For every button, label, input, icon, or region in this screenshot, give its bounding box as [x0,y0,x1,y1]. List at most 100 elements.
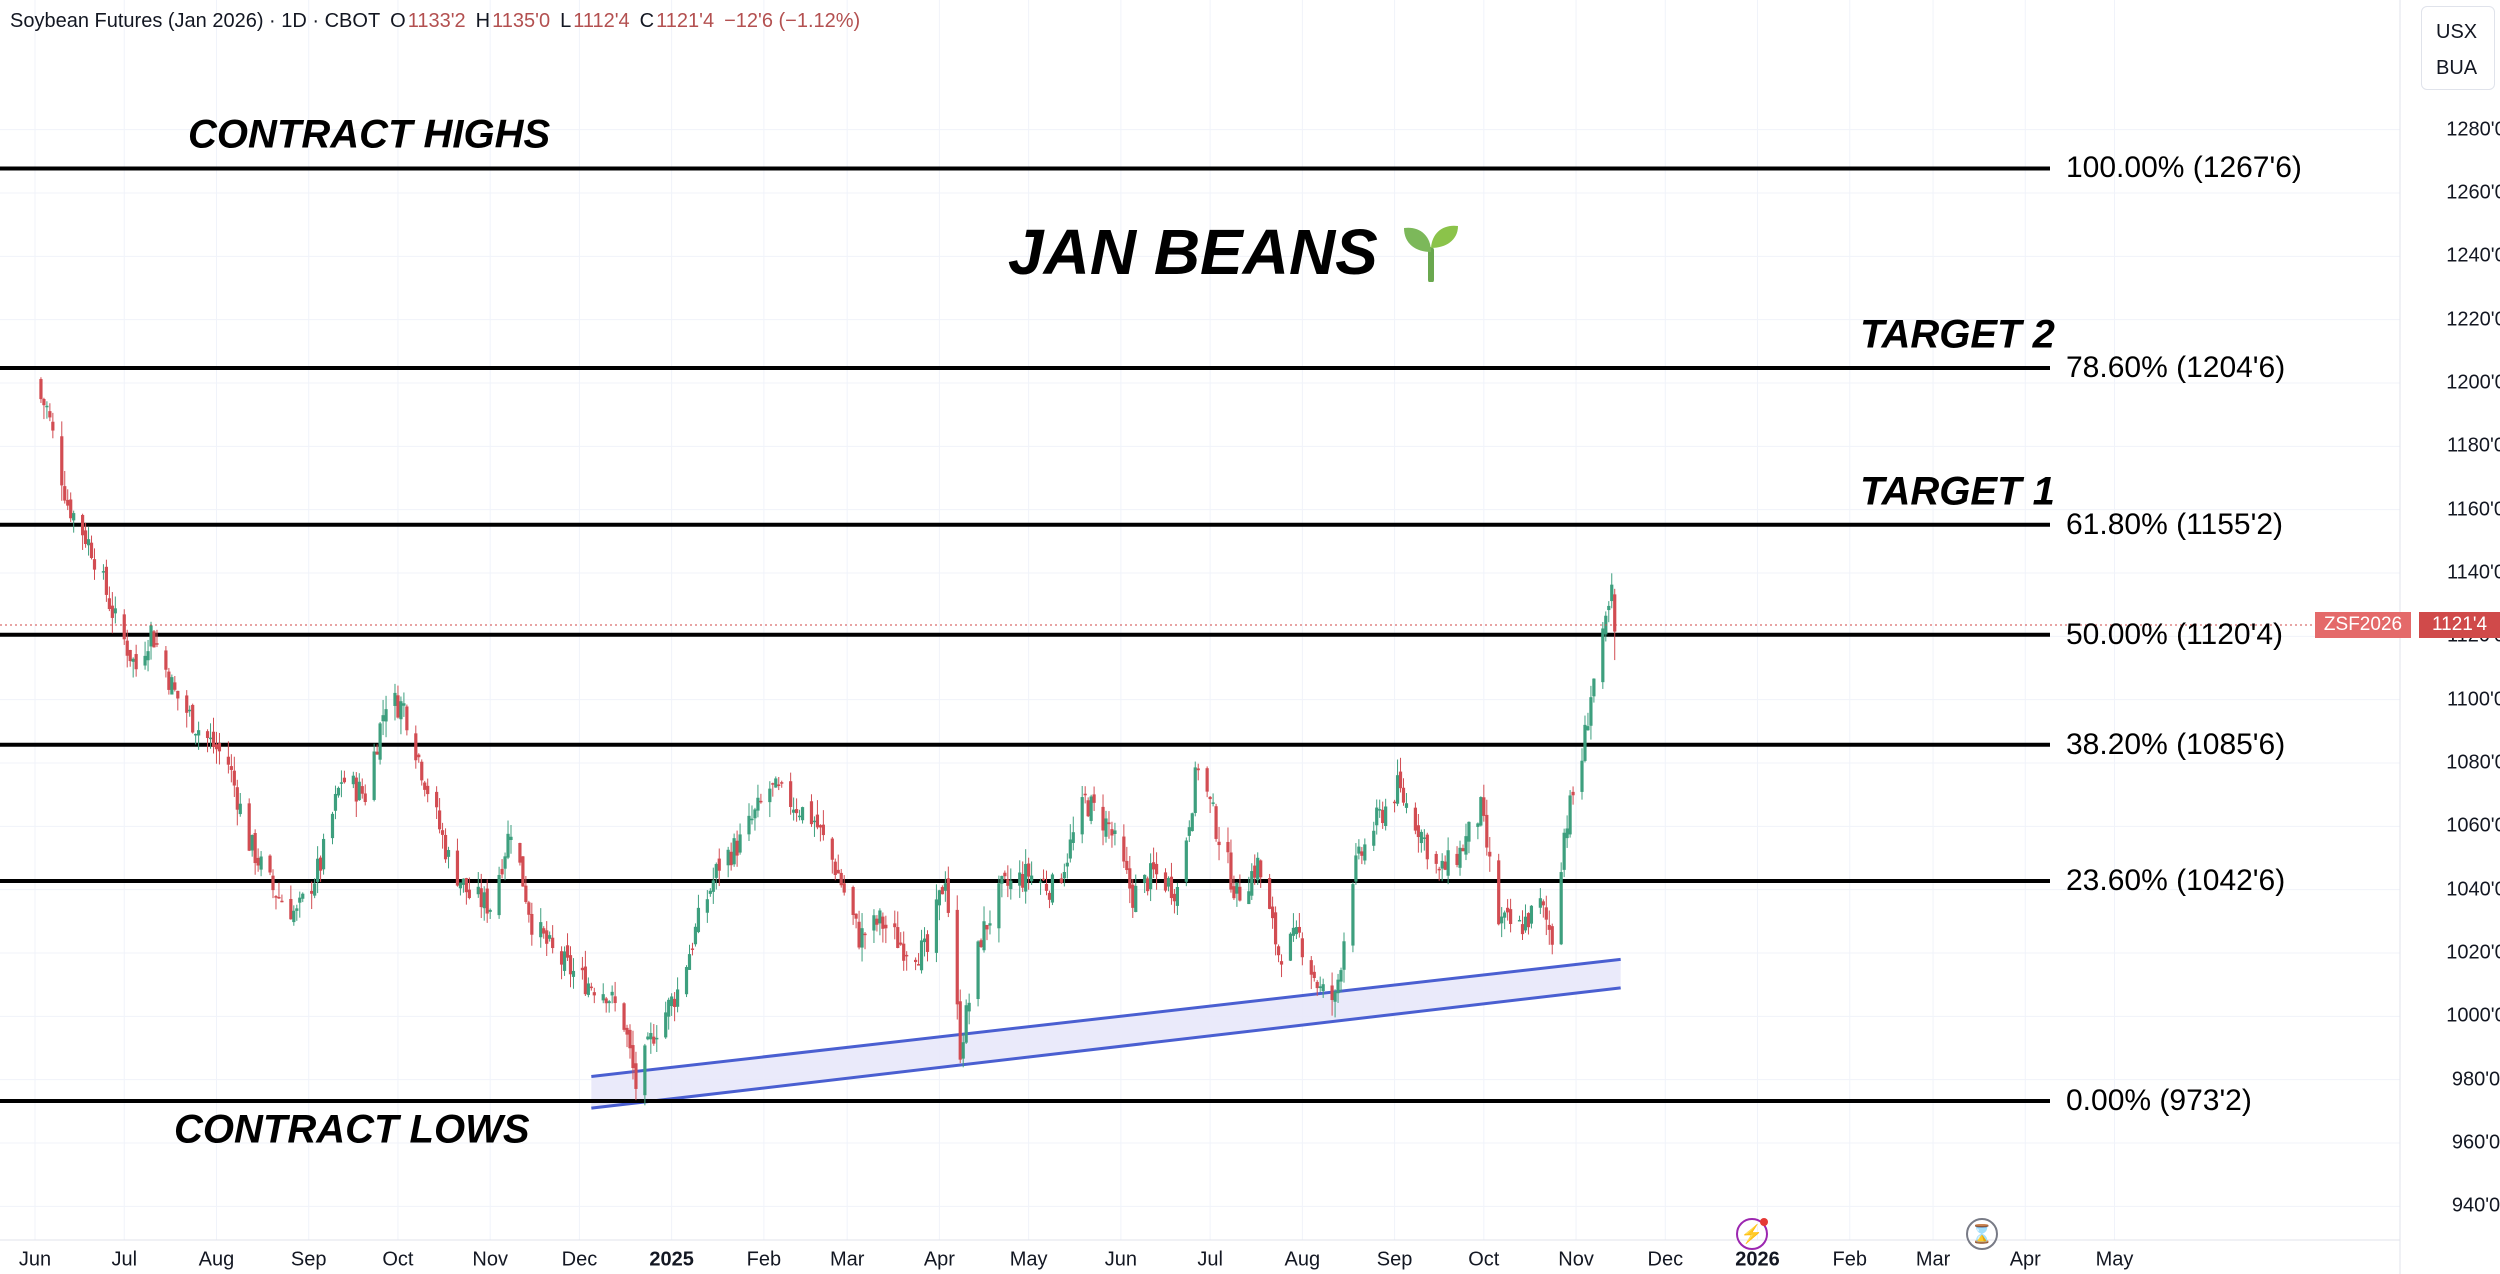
candle-body [1050,874,1055,903]
candle-body [693,926,698,945]
candle-body [280,900,284,903]
symbol-header[interactable]: Soybean Futures (Jan 2026) · 1D · CBOT O… [10,10,860,33]
time-tick-label: 2026 [1735,1248,1780,1271]
candle-body [485,888,489,914]
candle-body [771,783,775,785]
candle-body [1232,886,1236,899]
price-tick-label: 1100'0 [2447,688,2500,711]
seedling-icon [1403,225,1458,283]
fib-retracement[interactable] [0,166,2050,1104]
candle-body [152,631,156,648]
candle-body [1342,941,1346,970]
candle-body [562,951,567,971]
time-tick-label: May [2095,1248,2134,1271]
candle-body [610,991,614,996]
candle-body [851,887,855,915]
candle-body [1276,946,1281,956]
candle-body [589,986,593,989]
channel-lower-line[interactable] [591,986,1621,1110]
candle-body [1544,907,1548,920]
price-tick-label: 1080'0 [2446,751,2500,774]
last-price-tag: 1121'4 [2419,612,2500,638]
candle-body [1163,872,1168,891]
candle-body [455,850,460,886]
candle-body [1288,933,1293,961]
candle-body [509,836,513,841]
candle-body [914,959,918,963]
candle-body [1503,912,1507,918]
contract-lows-label[interactable]: CONTRACT LOWS [174,1107,530,1152]
candle-body [467,889,471,899]
candle-body [735,840,739,856]
time-tick-label: Oct [1468,1248,1500,1271]
candle-body [684,967,689,995]
candle-body [420,761,424,781]
candle-body [899,942,903,945]
time-tick-label: 2025 [649,1248,694,1271]
candle-body [946,878,950,913]
candle-body [1193,767,1197,814]
candle-body [708,890,712,894]
candle-body [753,809,757,819]
target1-label[interactable]: TARGET 1 [1860,469,2055,514]
candle-body [1607,605,1611,611]
contract-highs-label[interactable]: CONTRACT HIGHS [188,112,551,157]
candle-body [714,864,718,878]
time-tick-label: Jul [111,1248,138,1271]
candle-body [586,983,590,995]
candle-body [1110,829,1114,836]
candle-body [518,843,522,863]
time-tick-label: Nov [472,1248,508,1271]
candle-body [545,930,549,944]
trend-channel[interactable] [591,957,1621,1110]
candle-body [72,513,76,521]
candle-body [191,704,195,733]
candle-body [649,1032,653,1040]
candle-body [458,882,463,889]
candle-body [66,499,70,506]
hourglass-icon[interactable]: ⌛ [1966,1218,1998,1250]
candle-body [1089,796,1093,821]
ohlc-low: L 1112'4 [560,10,630,32]
candle-body [780,782,784,784]
candle-body [613,996,617,1004]
candle-body [134,654,138,670]
candle-body [792,809,796,813]
chart-title-annotation[interactable]: JAN BEANS [1008,215,1462,289]
candle-body [964,1005,968,1043]
candle-body [717,858,721,871]
candle-body [943,883,947,891]
candle-body [607,1001,611,1004]
candle-body [925,934,930,952]
candle-body [1434,853,1438,864]
candle-body [86,539,91,546]
candle-body [292,910,296,923]
lightning-icon[interactable]: ⚡ [1736,1218,1768,1250]
target2-label[interactable]: TARGET 2 [1860,312,2055,357]
price-tick-label: 1000'0 [2446,1004,2500,1027]
candle-body [881,916,885,929]
channel-upper-line[interactable] [591,957,1621,1078]
candle-body [414,733,418,761]
instrument-title[interactable]: Soybean Futures (Jan 2026) · 1D · CBOT [10,10,381,32]
candle-body [1113,830,1117,834]
candle-body [860,928,864,948]
candle-body [1562,832,1566,870]
currency-unit-selector[interactable]: USX BUA [2421,6,2495,90]
candle-body [622,1003,626,1030]
candle-body [107,598,111,610]
candle-body [1351,884,1355,946]
time-tick-label: Mar [829,1248,865,1271]
candle-body [809,801,814,825]
candle-body [1458,847,1462,868]
candle-body [1509,909,1513,925]
candle-body [774,778,778,788]
candle-body [1062,871,1066,879]
time-tick-label: Dec [1647,1248,1684,1271]
price-tick-label: 1040'0 [2446,878,2500,901]
candle-body [539,922,543,938]
candle-body [747,815,751,835]
candle-body [812,820,817,823]
candle-body [375,751,379,755]
